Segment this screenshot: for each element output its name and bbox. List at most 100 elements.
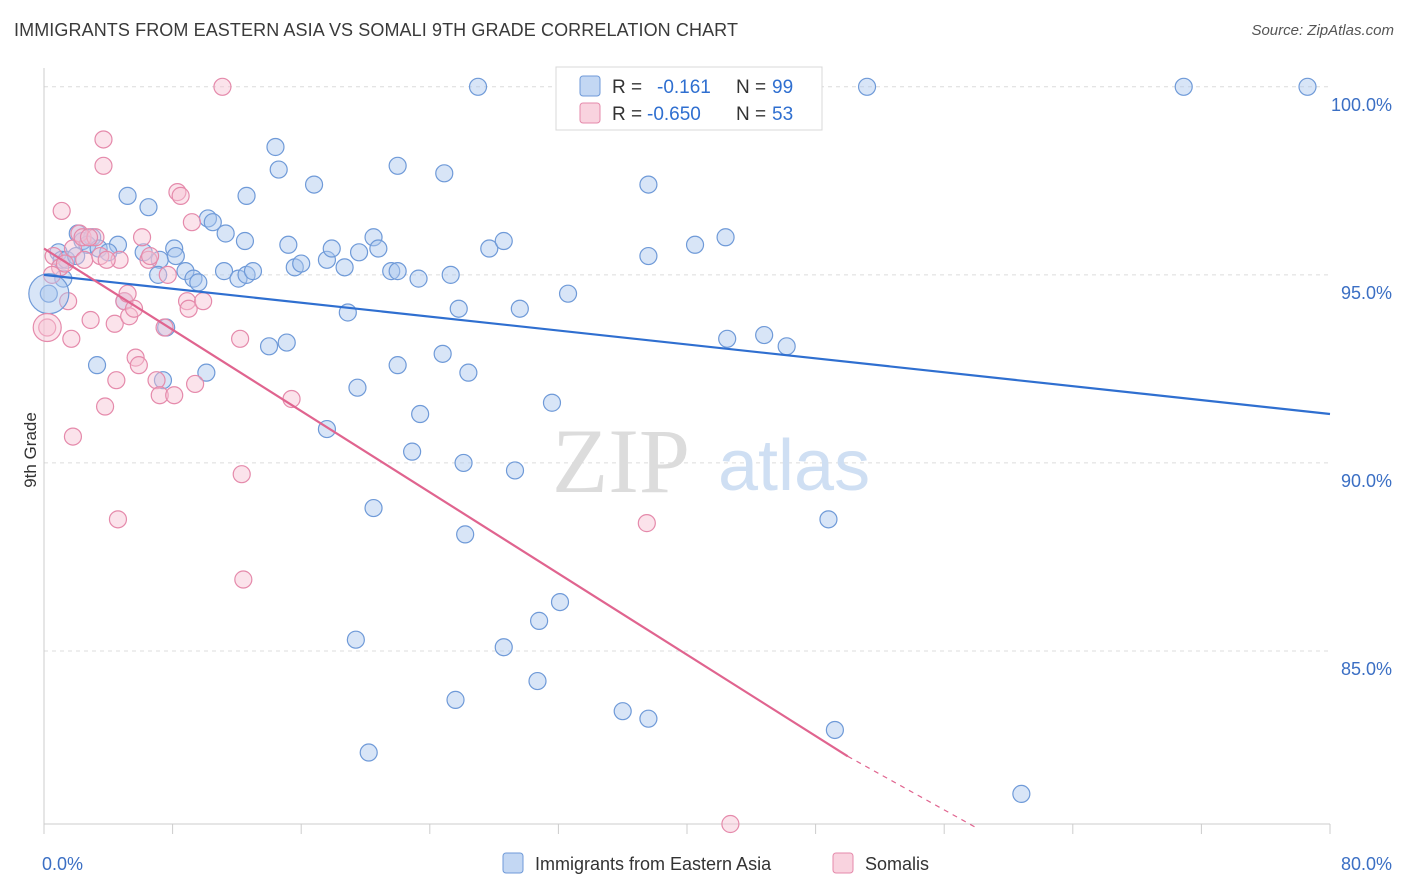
point-eastern-asia-25 — [216, 224, 235, 243]
point-eastern-asia-83 — [359, 743, 378, 762]
point-eastern-asia-88 — [1298, 77, 1317, 96]
point-eastern-asia-44 — [349, 243, 369, 262]
point-eastern-asia-42 — [335, 258, 354, 277]
point-eastern-asia-64 — [454, 453, 473, 473]
point-eastern-asia-90 — [639, 246, 658, 266]
point-eastern-asia-69 — [558, 284, 578, 303]
point-eastern-asia-48 — [388, 262, 407, 281]
point-somalis-4 — [59, 292, 78, 311]
point-eastern-asia-87 — [1174, 77, 1193, 96]
stats-swatch-pink — [579, 102, 601, 124]
point-eastern-asia-77 — [550, 592, 570, 612]
point-eastern-asia-74 — [528, 671, 547, 691]
point-eastern-asia-10 — [87, 356, 107, 375]
point-eastern-asia-91 — [685, 235, 705, 254]
point-eastern-asia-45 — [364, 228, 383, 247]
point-somalis-30 — [158, 265, 177, 284]
point-eastern-asia-50 — [409, 269, 428, 288]
point-somalis-24 — [129, 356, 148, 375]
y-tick-label-0: 100.0% — [1331, 95, 1392, 115]
y-tick-label-3: 85.0% — [1341, 659, 1392, 679]
point-somalis-25 — [132, 228, 152, 247]
point-eastern-asia-22 — [197, 363, 216, 382]
watermark-zip: ZIP — [552, 410, 690, 512]
point-somalis-35 — [179, 299, 198, 318]
point-somalis-11 — [86, 228, 105, 247]
point-eastern-asia-81 — [639, 709, 658, 728]
point-eastern-asia-93 — [755, 325, 774, 345]
point-eastern-asia-68 — [364, 498, 383, 518]
point-eastern-asia-57 — [480, 239, 499, 258]
trend-line-somalis-extension — [847, 755, 977, 829]
point-somalis-37 — [186, 374, 205, 394]
point-eastern-asia-79 — [446, 690, 465, 709]
point-eastern-asia-18 — [166, 246, 185, 266]
point-eastern-asia-15 — [149, 265, 168, 284]
point-eastern-asia-30 — [243, 262, 263, 281]
point-eastern-asia-65 — [456, 525, 475, 544]
point-somalis-5 — [62, 329, 81, 348]
point-eastern-asia-40 — [277, 333, 296, 352]
point-somalis-46 — [721, 814, 740, 834]
point-somalis-34 — [177, 292, 197, 311]
point-somalis-15 — [94, 156, 113, 175]
y-tick-label-2: 90.0% — [1341, 471, 1392, 491]
point-somalis-39 — [213, 77, 232, 96]
point-eastern-asia-84 — [1012, 784, 1031, 804]
point-eastern-asia-38 — [317, 250, 337, 269]
point-eastern-asia-large — [28, 273, 70, 315]
point-eastern-asia-95 — [189, 273, 208, 292]
grid-lines — [44, 86, 1330, 652]
point-somalis-28 — [150, 386, 169, 405]
legend-label-eastern-asia: Immigrants from Eastern Asia — [535, 854, 772, 874]
point-somalis-52 — [118, 284, 137, 303]
point-eastern-asia-55 — [449, 299, 468, 318]
point-somalis-0 — [38, 318, 57, 337]
x-tick-label-1: 80.0% — [1341, 854, 1392, 874]
point-eastern-asia-24 — [203, 213, 222, 232]
point-eastern-asia-62 — [411, 404, 430, 424]
point-somalis-10 — [81, 310, 100, 330]
stats-r-label-2: R = — [612, 104, 642, 125]
point-somalis-22 — [124, 299, 144, 318]
point-somalis-41 — [232, 465, 251, 484]
chart-source: Source: ZipAtlas.com — [1251, 22, 1394, 39]
x-tick-label-0: 0.0% — [42, 854, 83, 874]
trend-lines — [43, 247, 1331, 829]
point-somalis-33 — [171, 186, 190, 205]
point-eastern-asia-82 — [825, 720, 844, 740]
point-eastern-asia-60 — [348, 378, 367, 397]
point-eastern-asia-46 — [369, 239, 388, 258]
point-somalis-16 — [94, 130, 113, 149]
y-tick-labels: 100.0% 95.0% 90.0% 85.0% — [1331, 95, 1392, 679]
legend-swatch-eastern-asia — [502, 852, 524, 874]
stats-n-label-2: N = — [736, 104, 766, 125]
point-somalis-3 — [52, 201, 71, 221]
trend-line-somalis — [43, 247, 849, 758]
legend-swatch-somalis — [832, 852, 854, 874]
point-eastern-asia-56 — [459, 363, 478, 382]
point-somalis-51 — [140, 246, 160, 266]
point-eastern-asia-41 — [259, 337, 279, 356]
point-somalis-9 — [75, 250, 94, 269]
point-eastern-asia-31 — [237, 186, 256, 205]
point-eastern-asia-58 — [494, 231, 513, 251]
point-somalis-42 — [234, 570, 253, 589]
point-eastern-asia-36 — [292, 254, 311, 273]
point-eastern-asia-32 — [266, 137, 285, 157]
point-somalis-40 — [231, 329, 250, 348]
y-axis-label: 9th Grade — [21, 412, 40, 488]
legend-label-somalis: Somalis — [865, 854, 929, 874]
point-somalis-49 — [79, 228, 99, 247]
point-eastern-asia-78 — [346, 630, 365, 649]
point-eastern-asia-51 — [388, 356, 407, 375]
point-eastern-asia-0 — [39, 284, 58, 303]
point-eastern-asia-28 — [235, 231, 255, 251]
point-eastern-asia-33 — [269, 160, 288, 179]
point-eastern-asia-59 — [510, 299, 529, 318]
point-eastern-asia-86 — [857, 77, 877, 96]
point-eastern-asia-47 — [382, 262, 401, 281]
point-somalis-13 — [63, 427, 83, 446]
point-eastern-asia-75 — [494, 638, 513, 657]
